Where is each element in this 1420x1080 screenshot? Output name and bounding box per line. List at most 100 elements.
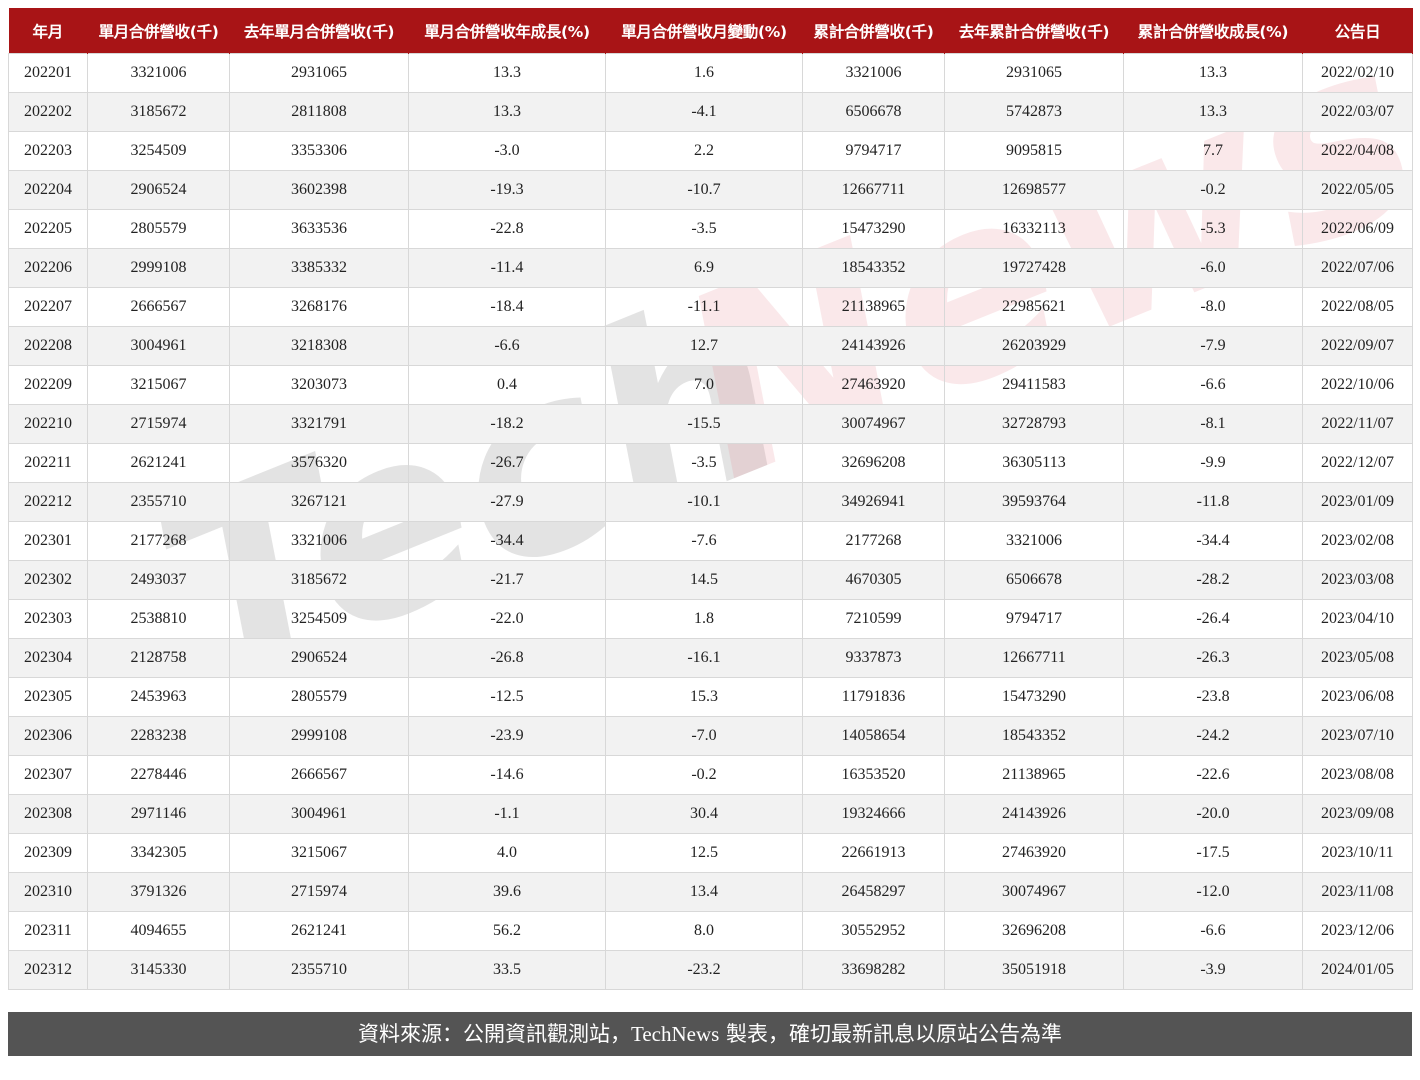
- table-cell: 35051918: [944, 950, 1124, 990]
- column-header: 年月: [8, 8, 88, 54]
- column-header: 去年單月合併營收(千): [229, 8, 409, 54]
- table-cell: 3004961: [87, 326, 230, 366]
- table-cell: 2931065: [229, 53, 409, 93]
- table-cell: 2999108: [229, 716, 409, 756]
- table-cell: 202201: [8, 53, 88, 93]
- table-cell: -11.8: [1123, 482, 1303, 522]
- table-cell: 202304: [8, 638, 88, 678]
- table-cell: 3254509: [87, 131, 230, 171]
- table-cell: -18.4: [408, 287, 606, 327]
- table-cell: -26.7: [408, 443, 606, 483]
- table-cell: 3215067: [87, 365, 230, 405]
- table-cell: 2023/03/08: [1302, 560, 1413, 600]
- table-cell: 27463920: [944, 833, 1124, 873]
- table-cell: 2278446: [87, 755, 230, 795]
- table-cell: 3145330: [87, 950, 230, 990]
- table-cell: 12667711: [802, 170, 945, 210]
- table-cell: 202308: [8, 794, 88, 834]
- table-cell: 3633536: [229, 209, 409, 249]
- header-row: 年月 單月合併營收(千) 去年單月合併營收(千) 單月合併營收年成長(%) 單月合併營收…: [8, 8, 1413, 54]
- table-cell: 2023/02/08: [1302, 521, 1413, 561]
- table-cell: -17.5: [1123, 833, 1303, 873]
- table-cell: 2023/08/08: [1302, 755, 1413, 795]
- table-cell: 3385332: [229, 248, 409, 288]
- table-cell: 3268176: [229, 287, 409, 327]
- table-cell: -7.9: [1123, 326, 1303, 366]
- table-cell: 29411583: [944, 365, 1124, 405]
- table-cell: 3203073: [229, 365, 409, 405]
- table-cell: 9794717: [802, 131, 945, 171]
- table-cell: 33.5: [408, 950, 606, 990]
- source-footer: 資料來源：公開資訊觀測站，TechNews 製表，確切最新訊息以原站公告為準: [8, 1012, 1412, 1056]
- table-cell: 2023/06/08: [1302, 677, 1413, 717]
- table-cell: 1.8: [605, 599, 803, 639]
- table-cell: 7.0: [605, 365, 803, 405]
- table-cell: 19324666: [802, 794, 945, 834]
- footer-suffix: 製表，確切最新訊息以原站公告為準: [719, 1022, 1062, 1046]
- table-cell: 24143926: [944, 794, 1124, 834]
- table-cell: 39.6: [408, 872, 606, 912]
- table-cell: 30552952: [802, 911, 945, 951]
- table-cell: 202305: [8, 677, 88, 717]
- table-cell: 2022/07/06: [1302, 248, 1413, 288]
- table-cell: 2023/01/09: [1302, 482, 1413, 522]
- table-cell: 21138965: [802, 287, 945, 327]
- table-cell: -23.9: [408, 716, 606, 756]
- table-cell: 3321791: [229, 404, 409, 444]
- table-row: 202201 3321006 2931065 13.3 1.6 3321006 293106…: [8, 53, 1413, 93]
- table-cell: 2128758: [87, 638, 230, 678]
- table-cell: 26203929: [944, 326, 1124, 366]
- table-cell: 13.3: [1123, 92, 1303, 132]
- table-cell: 202312: [8, 950, 88, 990]
- table-cell: 2022/06/09: [1302, 209, 1413, 249]
- table-cell: 3602398: [229, 170, 409, 210]
- table-cell: 202203: [8, 131, 88, 171]
- column-header: 去年累計合併營收(千): [944, 8, 1124, 54]
- table-row: 202304 2128758 2906524 -26.8 -16.1 9337873 126…: [8, 638, 1413, 678]
- table-cell: 2805579: [87, 209, 230, 249]
- table-cell: 2024/01/05: [1302, 950, 1413, 990]
- table-cell: 2022/12/07: [1302, 443, 1413, 483]
- table-row: 202306 2283238 2999108 -23.9 -7.0 14058654 185…: [8, 716, 1413, 756]
- table-cell: -7.0: [605, 716, 803, 756]
- table-row: 202305 2453963 2805579 -12.5 15.3 11791836 154…: [8, 677, 1413, 717]
- table-cell: 12698577: [944, 170, 1124, 210]
- table-cell: -12.0: [1123, 872, 1303, 912]
- table-cell: 202207: [8, 287, 88, 327]
- table-cell: 2715974: [87, 404, 230, 444]
- table-cell: -22.0: [408, 599, 606, 639]
- table-cell: 2621241: [229, 911, 409, 951]
- table-cell: 33698282: [802, 950, 945, 990]
- table-row: 202210 2715974 3321791 -18.2 -15.5 30074967 32…: [8, 404, 1413, 444]
- table-cell: 2715974: [229, 872, 409, 912]
- table-row: 202310 3791326 2715974 39.6 13.4 26458297 3007…: [8, 872, 1413, 912]
- table-cell: 30074967: [944, 872, 1124, 912]
- table-cell: 202206: [8, 248, 88, 288]
- table-cell: 202301: [8, 521, 88, 561]
- table-cell: 11791836: [802, 677, 945, 717]
- table-cell: 0.4: [408, 365, 606, 405]
- table-cell: 2023/07/10: [1302, 716, 1413, 756]
- table-row: 202303 2538810 3254509 -22.0 1.8 7210599 97947…: [8, 599, 1413, 639]
- table-cell: -24.2: [1123, 716, 1303, 756]
- table-cell: 15473290: [802, 209, 945, 249]
- table-cell: -19.3: [408, 170, 606, 210]
- table-row: 202307 2278446 2666567 -14.6 -0.2 16353520 211…: [8, 755, 1413, 795]
- table-cell: 3185672: [229, 560, 409, 600]
- table-cell: 19727428: [944, 248, 1124, 288]
- table-cell: 2022/08/05: [1302, 287, 1413, 327]
- table-cell: 39593764: [944, 482, 1124, 522]
- table-cell: -0.2: [1123, 170, 1303, 210]
- table-cell: 2906524: [229, 638, 409, 678]
- column-header: 累計合併營收(千): [802, 8, 945, 54]
- table-cell: -0.2: [605, 755, 803, 795]
- table-cell: 202310: [8, 872, 88, 912]
- table-row: 202212 2355710 3267121 -27.9 -10.1 34926941 39…: [8, 482, 1413, 522]
- table-cell: -3.5: [605, 209, 803, 249]
- table-cell: -23.2: [605, 950, 803, 990]
- table-cell: 32696208: [802, 443, 945, 483]
- table-cell: 2621241: [87, 443, 230, 483]
- table-cell: -21.7: [408, 560, 606, 600]
- table-cell: -6.6: [1123, 911, 1303, 951]
- table-cell: 202205: [8, 209, 88, 249]
